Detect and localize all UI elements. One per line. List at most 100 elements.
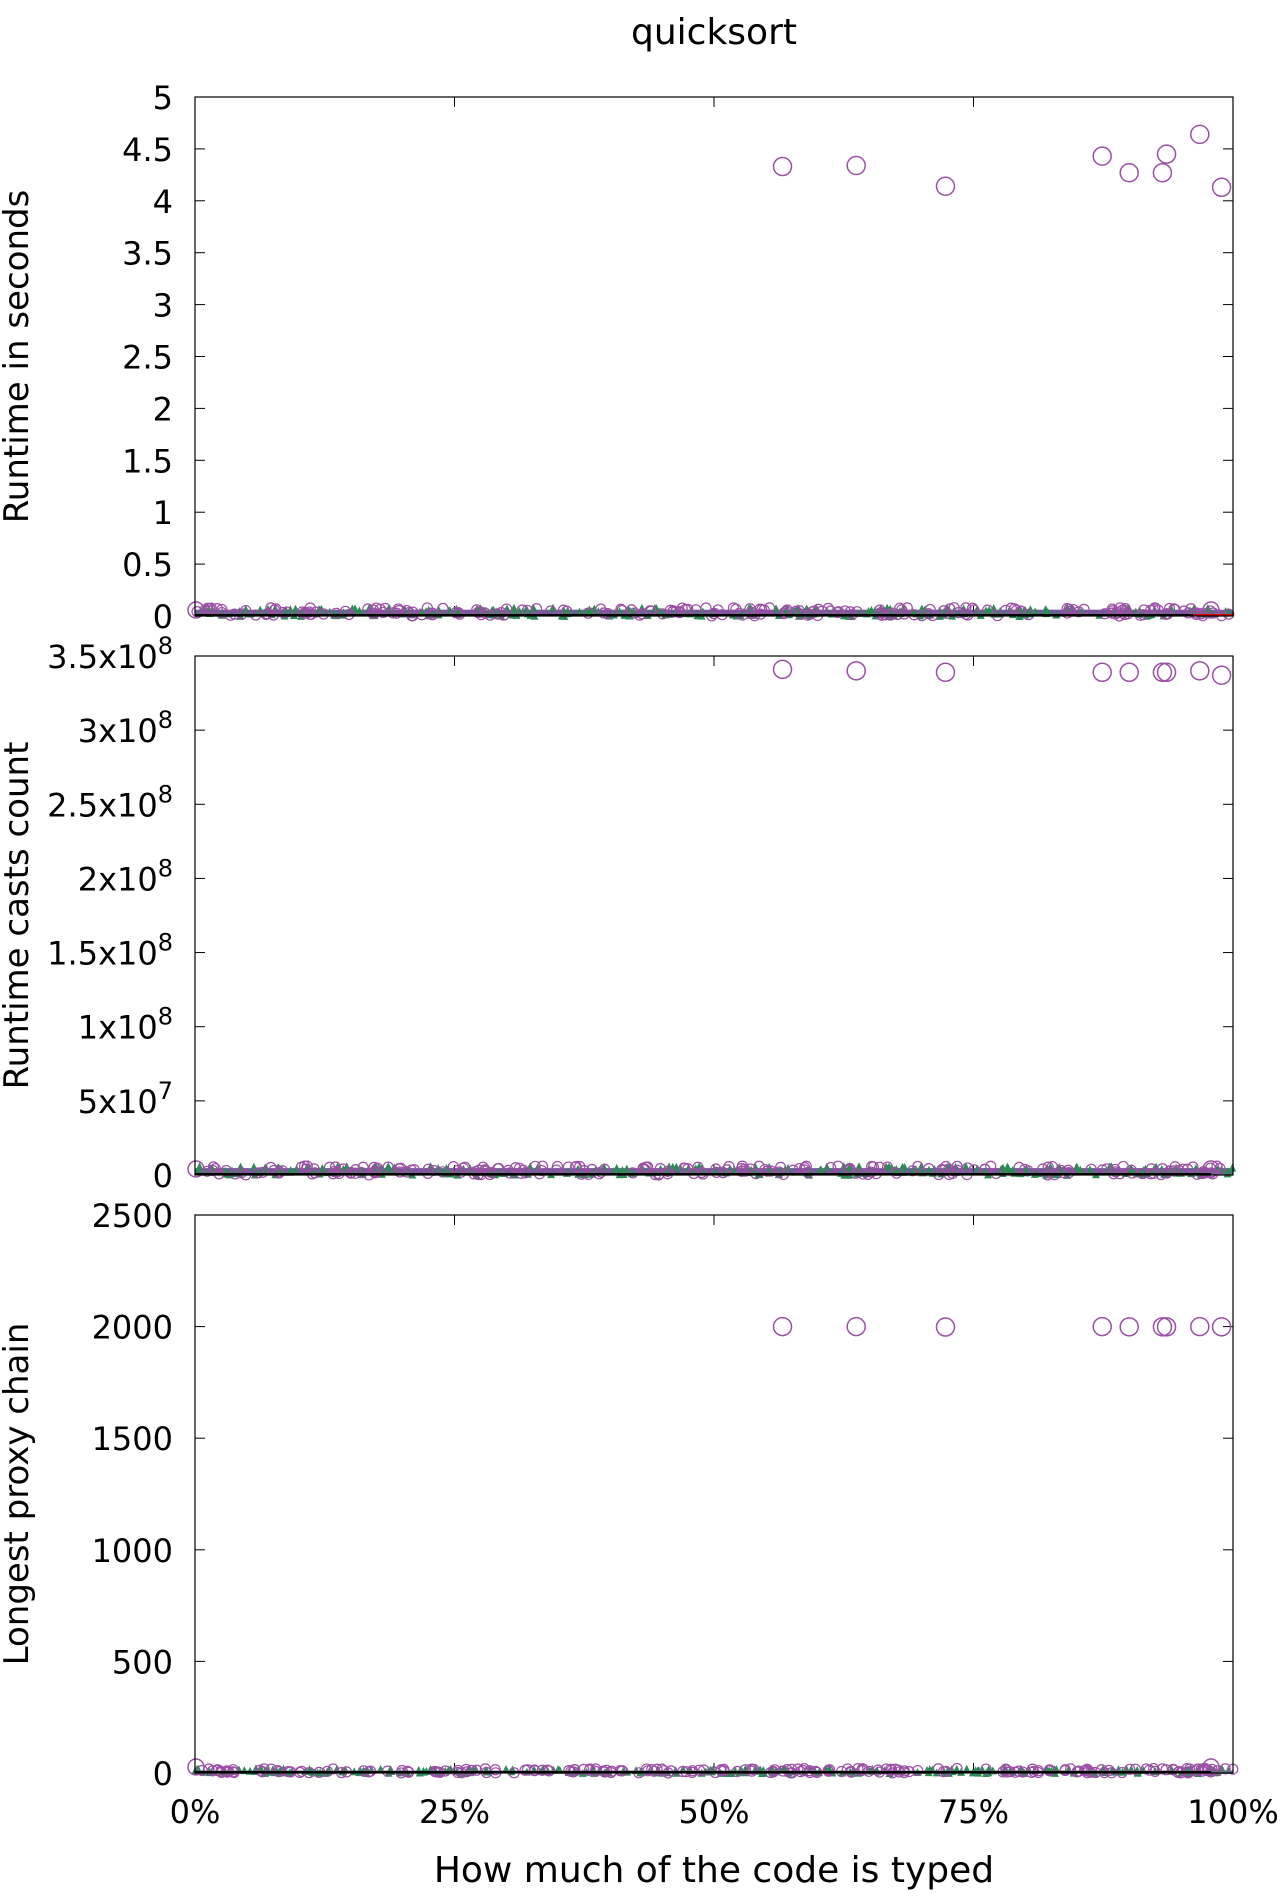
band-circle bbox=[906, 1165, 919, 1177]
y-tick-label: 2.5x108 bbox=[47, 780, 173, 824]
x-tick-label: 100% bbox=[1187, 1793, 1278, 1831]
band-circle bbox=[1114, 602, 1126, 614]
y-tick-label: 3x108 bbox=[78, 706, 173, 750]
band-circle bbox=[901, 602, 913, 614]
data-point bbox=[1152, 1317, 1173, 1337]
band-circle bbox=[528, 1765, 541, 1777]
data-point bbox=[935, 1317, 956, 1337]
y-tick-label: 4 bbox=[153, 183, 173, 221]
data-point bbox=[846, 1316, 866, 1337]
y-tick-label: 2x108 bbox=[78, 854, 173, 898]
band-triangle bbox=[793, 604, 802, 613]
band-circle bbox=[832, 606, 845, 618]
band-triangle bbox=[594, 607, 603, 616]
band-circle bbox=[1202, 601, 1220, 619]
band-circle bbox=[753, 1160, 765, 1172]
band-triangle bbox=[997, 1164, 1006, 1173]
x-tick-label: 0% bbox=[170, 1793, 221, 1831]
band-circle bbox=[310, 606, 322, 618]
band-circle bbox=[739, 1764, 751, 1776]
band-circle bbox=[856, 1763, 869, 1775]
band-triangle bbox=[962, 1764, 971, 1773]
band-circle bbox=[851, 606, 863, 618]
band-triangle bbox=[952, 1764, 961, 1773]
band-circle bbox=[455, 1166, 467, 1178]
band-triangle bbox=[548, 603, 557, 612]
band-circle bbox=[1005, 602, 1017, 614]
band-circle bbox=[257, 1166, 269, 1178]
y-tick-label: 0 bbox=[153, 598, 173, 636]
band-circle bbox=[1202, 1160, 1220, 1178]
band-circle bbox=[765, 1165, 777, 1177]
band-circle bbox=[985, 1160, 997, 1172]
y-axis-label: Runtime in seconds bbox=[0, 190, 37, 524]
band-triangle bbox=[1001, 1764, 1010, 1773]
band-circle bbox=[211, 603, 223, 615]
band-circle bbox=[450, 606, 462, 618]
band-circle bbox=[1063, 1167, 1075, 1179]
band-circle bbox=[1095, 1764, 1108, 1776]
band-circle bbox=[436, 1166, 449, 1178]
band-circle bbox=[832, 1160, 844, 1172]
band-circle bbox=[799, 1162, 811, 1174]
band-circle bbox=[281, 606, 293, 618]
band-circle bbox=[578, 1165, 590, 1177]
band-circle bbox=[258, 1763, 270, 1775]
band-circle bbox=[382, 1161, 394, 1173]
band-circle bbox=[1043, 1764, 1056, 1776]
band-circle bbox=[823, 1764, 836, 1776]
band-circle bbox=[736, 1165, 748, 1177]
band-circle bbox=[1195, 1763, 1207, 1775]
band-triangle bbox=[668, 1162, 677, 1171]
band-circle bbox=[774, 1161, 787, 1173]
band-circle bbox=[932, 1763, 944, 1775]
data-point bbox=[1152, 163, 1173, 183]
data-point bbox=[772, 1316, 793, 1337]
data-point bbox=[1156, 1317, 1177, 1337]
band-triangle bbox=[575, 607, 584, 616]
band-circle bbox=[187, 1758, 205, 1776]
data-point bbox=[1152, 662, 1173, 683]
data-point bbox=[846, 661, 866, 681]
band-circle bbox=[227, 1764, 239, 1776]
band-circle bbox=[665, 1765, 677, 1777]
band-circle bbox=[642, 1161, 654, 1173]
y-tick-label: 3.5 bbox=[122, 235, 173, 273]
y-tick-label: 4.5 bbox=[122, 131, 173, 169]
data-point bbox=[935, 176, 956, 197]
band-circle bbox=[1122, 608, 1134, 620]
band-circle bbox=[530, 603, 543, 615]
band-circle bbox=[582, 607, 594, 619]
band-triangle bbox=[1086, 1165, 1095, 1174]
band-triangle bbox=[630, 607, 639, 616]
band-circle bbox=[628, 607, 641, 619]
plot-frame bbox=[194, 1214, 1234, 1774]
band-circle bbox=[317, 608, 330, 620]
band-triangle bbox=[221, 1166, 230, 1175]
band-circle bbox=[865, 1166, 877, 1178]
band-circle bbox=[693, 1764, 706, 1776]
band-circle bbox=[872, 1764, 884, 1776]
y-tick-label: 1.5x108 bbox=[47, 929, 173, 973]
panel-3: 0 500 1000 1500 2000 2500 0% 25% 50% 75% 100% Longe… bbox=[0, 1197, 1279, 1831]
data-band bbox=[187, 1758, 1239, 1779]
y-tick-label: 1 bbox=[153, 494, 173, 532]
band-circle bbox=[708, 607, 720, 619]
data-point bbox=[846, 155, 866, 176]
band-triangle bbox=[195, 1162, 204, 1171]
band-circle bbox=[479, 1763, 491, 1775]
band-circle bbox=[1022, 1165, 1034, 1177]
y-tick-label: 2.5 bbox=[122, 339, 173, 377]
band-triangle bbox=[241, 605, 250, 614]
band-circle bbox=[1129, 1763, 1141, 1775]
data-point bbox=[1190, 124, 1210, 145]
band-circle bbox=[187, 601, 205, 619]
band-circle bbox=[466, 1764, 478, 1776]
data-point bbox=[772, 156, 793, 177]
band-triangle bbox=[502, 1764, 511, 1773]
plot-frame bbox=[194, 655, 1234, 1176]
band-circle bbox=[196, 1764, 208, 1777]
data-point bbox=[1190, 661, 1210, 681]
data-point bbox=[1156, 662, 1177, 683]
band-circle bbox=[1168, 603, 1180, 615]
